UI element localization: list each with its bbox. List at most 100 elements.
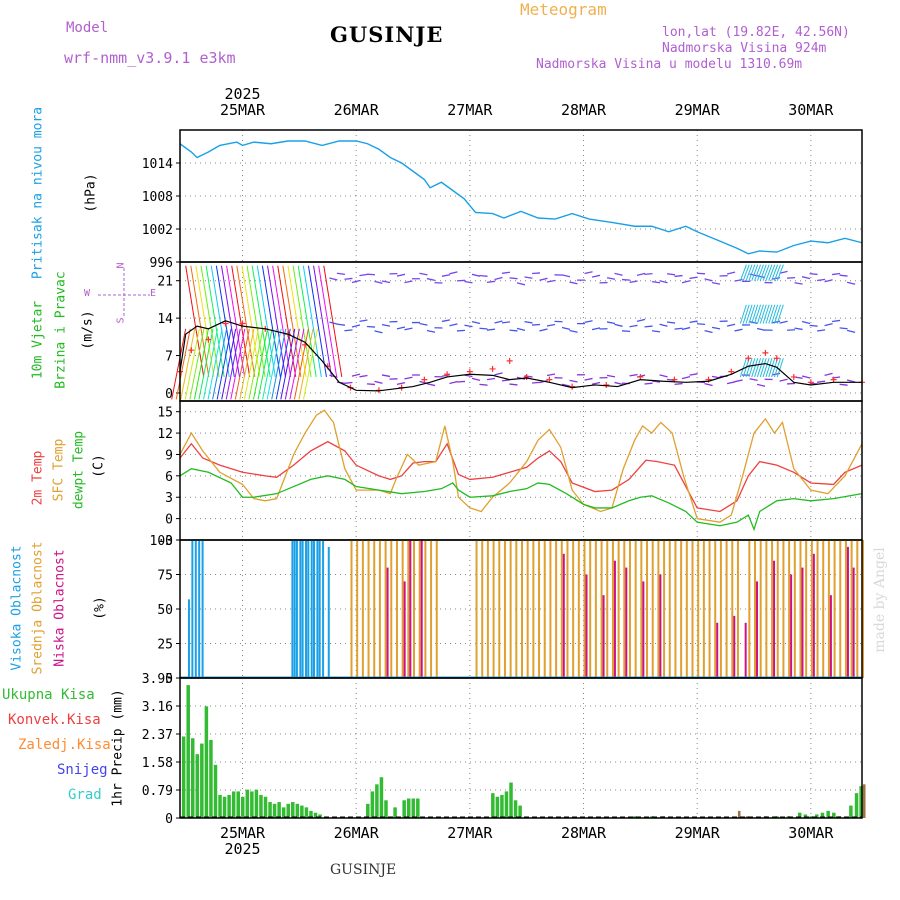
cloud-mid-bar	[697, 540, 700, 678]
wind-direction-arrow	[751, 358, 759, 378]
wind-barb	[561, 274, 571, 278]
wind-gust-marker	[506, 357, 513, 364]
wind-barb	[494, 276, 503, 281]
wind-barb	[756, 383, 766, 387]
wind-direction-arrow	[754, 304, 762, 324]
wind-barb	[464, 374, 473, 378]
cloud-low-bar	[716, 622, 719, 678]
precip-total-bar	[250, 791, 254, 818]
cloud-mid-bar	[509, 540, 512, 678]
wind-barb	[674, 382, 683, 386]
precip-total-bar	[259, 794, 263, 818]
wind-barb	[696, 323, 706, 325]
wind-barb	[336, 323, 346, 326]
wind-direction-arrow	[205, 265, 225, 378]
wind-direction-arrow	[303, 328, 319, 400]
wind-panel	[98, 261, 865, 402]
cloud-high-bar	[194, 540, 197, 678]
wind-barb	[734, 379, 743, 383]
wind-barb	[787, 329, 796, 331]
wind-direction-arrow	[293, 328, 309, 400]
precip-ylabel: 1hr Precip (mm)	[110, 689, 126, 807]
wind-barb	[351, 279, 361, 284]
legend-conv-rain: Konvek.Kisa	[8, 712, 101, 728]
precip-total-bar	[313, 812, 318, 818]
cloud-mid-bar	[782, 540, 785, 678]
wind-barb	[801, 320, 811, 325]
cloud-mid-bar	[856, 540, 859, 678]
wind-barb	[591, 327, 601, 331]
wind-gust-marker	[239, 320, 246, 327]
pressure-tick-label: 996	[150, 256, 173, 271]
cloud-high-bar	[312, 540, 315, 678]
wind-barb	[531, 272, 541, 275]
precip-tick-label: 3.95	[142, 672, 173, 687]
wind-barb	[629, 373, 638, 377]
wind-barb	[486, 280, 496, 284]
footer-station: GUSINJE	[330, 862, 397, 878]
wind-barb	[539, 277, 548, 281]
wind-gust-marker	[523, 373, 530, 380]
precip-total-bar	[286, 803, 290, 818]
cloud-high-bar	[293, 540, 296, 678]
wind-direction-arrow	[266, 328, 282, 400]
precip-total-bar	[370, 791, 375, 818]
wind-direction-arrow	[765, 304, 773, 324]
precip-total-bar	[204, 706, 209, 818]
cloud-mid-bar	[384, 540, 387, 678]
cloud-high-bar	[201, 540, 204, 678]
cloud-mid-bar	[560, 540, 563, 678]
wind-gust-marker	[205, 336, 212, 343]
wind-barb	[756, 327, 766, 331]
wind-barb	[666, 378, 676, 382]
wind-barb	[374, 280, 383, 284]
wind-frame	[179, 261, 863, 402]
cloud-low-bar	[659, 574, 662, 678]
precip-total-bar	[518, 805, 522, 818]
cloud-ylabel-1: Visoka Oblacnost	[9, 545, 25, 671]
wind-barb	[696, 272, 706, 275]
wind-barb	[644, 382, 653, 385]
wind-barb	[659, 323, 668, 327]
watermark: made by Angel	[872, 547, 888, 653]
wind-direction-arrow	[251, 265, 271, 378]
top-date-label: 26MAR	[334, 101, 380, 119]
wind-barb	[396, 273, 406, 277]
precip-total-bar	[213, 764, 218, 818]
cloud-mid-bar	[634, 540, 637, 678]
cloud-mid-bar	[663, 540, 666, 678]
wind-direction-arrow	[189, 328, 205, 400]
wind-direction-arrow	[239, 328, 255, 400]
wind-direction-arrow	[175, 328, 191, 400]
cloud-low-bar	[801, 567, 804, 678]
precip-total-bar	[491, 793, 495, 818]
wind-dir-s: S	[115, 317, 127, 324]
wind-barb	[329, 321, 338, 325]
precip-total-bar	[309, 810, 313, 818]
precip-total-bar	[300, 805, 304, 818]
temperature-tick-label: 9	[165, 448, 173, 463]
wind-barb	[509, 277, 518, 280]
wind-barb	[359, 273, 368, 277]
wind-barb	[787, 277, 796, 279]
wind-barb	[674, 327, 683, 330]
cloud-high-bar	[291, 540, 294, 678]
cloud-mid-bar	[600, 540, 603, 678]
wind-barb	[666, 321, 676, 324]
wind-gust-marker	[790, 373, 797, 380]
cloud-mid-bar	[827, 540, 830, 678]
wind-direction-arrow	[198, 328, 214, 400]
wind-barb	[359, 374, 368, 378]
wind-gust-marker	[489, 365, 496, 372]
precip-total-bar	[281, 807, 286, 818]
cloud-mid-bar	[674, 540, 677, 678]
cloud-mid-bar	[555, 540, 558, 678]
cloud-mid-bar	[754, 540, 757, 678]
wind-direction-arrow	[739, 358, 747, 378]
cloud-mid-bar	[572, 540, 575, 678]
wind-barb	[524, 320, 533, 324]
wind-barb	[659, 280, 668, 284]
wind-barb	[621, 278, 631, 281]
cloud-mid-bar	[611, 540, 614, 678]
